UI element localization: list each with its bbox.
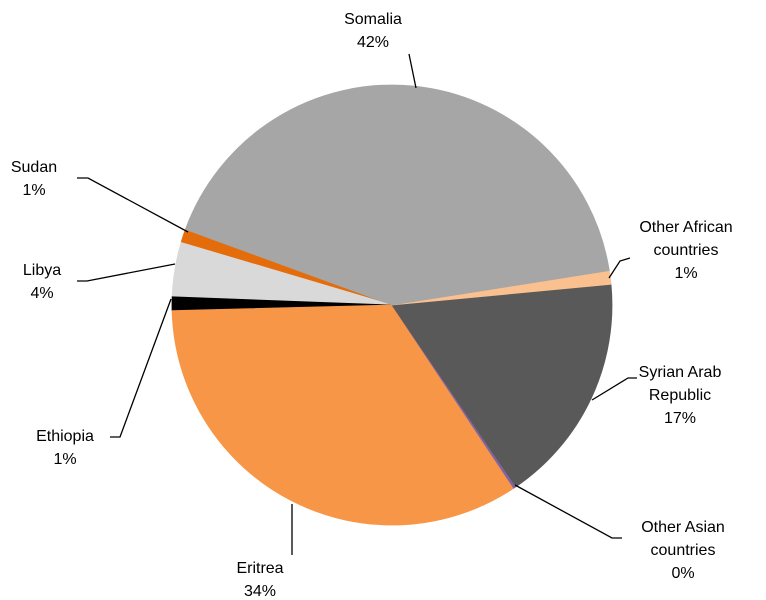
leader-line — [591, 377, 637, 401]
slice-label: Sudan 1% — [0, 156, 69, 202]
value-label: 1% — [53, 451, 77, 468]
leader-line — [514, 484, 622, 539]
leader-line — [408, 53, 417, 89]
leader-line — [77, 263, 176, 282]
value-label: 1% — [22, 182, 46, 199]
value-label: 1% — [674, 265, 698, 282]
category-name: Libya — [22, 262, 62, 279]
slice-label: Libya 4% — [7, 259, 77, 305]
leader-line — [77, 177, 189, 233]
slice-label: Ethiopia 1% — [20, 425, 110, 471]
leader-line — [608, 257, 631, 279]
slice-label: Other Asian countries 0% — [628, 516, 738, 585]
leader-line — [110, 298, 172, 438]
slice-label: Eritrea 34% — [215, 557, 305, 600]
slice-label: Syrian Arab Republic 17% — [620, 361, 740, 430]
value-label: 17% — [663, 410, 697, 427]
category-name: Somalia — [344, 11, 402, 28]
slice-label: Somalia 42% — [318, 8, 428, 54]
value-label: 4% — [30, 285, 54, 302]
slice-label: Other African countries 1% — [621, 216, 751, 285]
category-name: Eritrea — [236, 560, 284, 577]
category-name: Other Asian countries — [641, 519, 725, 559]
category-name: Other African countries — [639, 219, 733, 259]
pie-slice — [391, 283, 613, 488]
value-label: 0% — [671, 565, 695, 582]
category-name: Syrian Arab Republic — [638, 364, 722, 404]
pie-slice — [184, 84, 610, 306]
value-label: 34% — [243, 583, 277, 600]
category-name: Ethiopia — [36, 428, 94, 445]
value-label: 42% — [356, 34, 390, 51]
category-name: Sudan — [10, 159, 58, 176]
